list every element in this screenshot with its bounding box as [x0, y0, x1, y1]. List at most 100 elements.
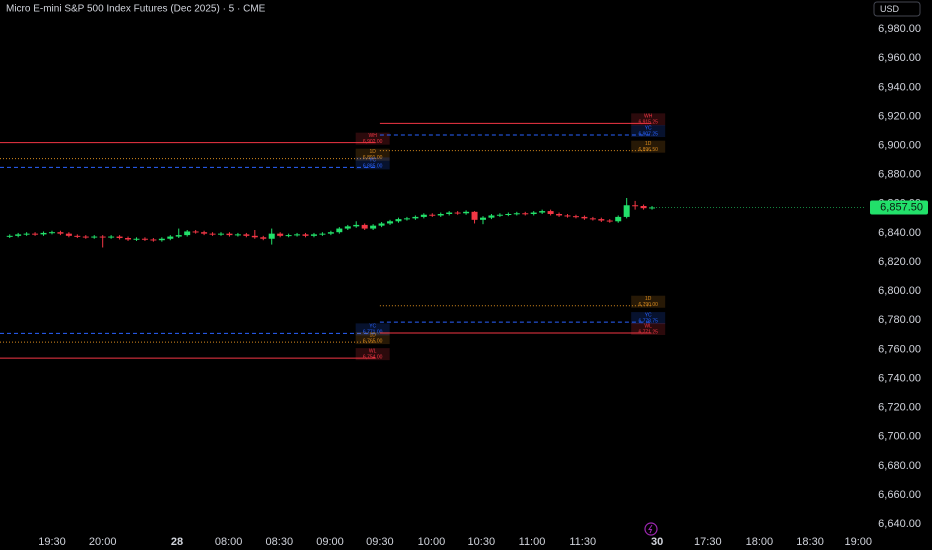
- replay-icon[interactable]: [644, 522, 658, 536]
- level-name: 1D: [369, 149, 376, 155]
- level-label-box: [631, 125, 666, 138]
- y-tick-label: 6,720.00: [878, 402, 921, 414]
- x-tick-label: 09:30: [366, 536, 394, 548]
- candle: [606, 219, 613, 223]
- currency-label[interactable]: USD: [880, 4, 900, 14]
- candle: [82, 235, 89, 239]
- level-label-box: [355, 348, 390, 361]
- candle: [285, 233, 292, 238]
- candle: [598, 217, 605, 223]
- y-tick-label: 6,680.00: [878, 460, 921, 472]
- candle-body: [454, 212, 461, 214]
- y-tick-label: 6,800.00: [878, 285, 921, 297]
- candle-body: [378, 223, 385, 226]
- candle-body: [319, 233, 326, 235]
- candle-body: [40, 232, 47, 235]
- candle-body: [496, 214, 503, 216]
- candle: [175, 228, 182, 239]
- x-tick-label: 17:30: [694, 536, 722, 548]
- candle: [589, 216, 596, 221]
- y-tick-label: 6,700.00: [878, 431, 921, 443]
- candle: [513, 211, 520, 216]
- candle-body: [57, 232, 64, 234]
- candle-body: [564, 215, 571, 217]
- y-tick-label: 6,640.00: [878, 518, 921, 530]
- level-label-box: [355, 157, 390, 170]
- candle-body: [209, 233, 216, 235]
- level-label-box: [631, 312, 666, 325]
- level-name: WH: [644, 114, 653, 120]
- candle-body: [589, 218, 596, 220]
- candle: [57, 230, 64, 236]
- y-tick-label: 6,760.00: [878, 343, 921, 355]
- y-tick-label: 6,820.00: [878, 256, 921, 268]
- level-name: YC: [369, 324, 376, 330]
- y-tick-label: 6,940.00: [878, 81, 921, 93]
- candle: [327, 230, 334, 236]
- candle: [336, 227, 343, 234]
- candle: [361, 223, 368, 231]
- candle: [226, 232, 233, 237]
- x-tick-label: 28: [171, 536, 183, 548]
- x-tick-label: 08:00: [215, 536, 243, 548]
- currency-button-frame[interactable]: [873, 1, 921, 17]
- candle: [615, 215, 622, 223]
- replay-icon-bolt[interactable]: [648, 524, 653, 534]
- candle: [201, 230, 208, 236]
- x-tick-label: 10:30: [468, 536, 496, 548]
- candle: [319, 232, 326, 236]
- candle: [353, 221, 360, 228]
- candle-body: [640, 205, 647, 209]
- x-tick-label: 19:00: [844, 536, 872, 548]
- level-value: 6,771.25: [638, 329, 658, 335]
- candle: [429, 213, 436, 217]
- candle-body: [184, 231, 191, 236]
- y-tick-label: 6,780.00: [878, 314, 921, 326]
- y-tick-label: 6,900.00: [878, 139, 921, 151]
- level-value: 6,778.75: [638, 318, 658, 324]
- level-value: 6,765.00: [363, 338, 383, 344]
- candle-body: [167, 236, 174, 239]
- candle-body: [437, 214, 444, 216]
- x-tick-label: 30: [651, 536, 663, 548]
- x-tick-label: 11:30: [569, 536, 596, 548]
- candle-body: [412, 216, 419, 219]
- level-value: 6,907.25: [638, 131, 658, 137]
- candle-body: [201, 232, 208, 234]
- candle: [632, 200, 639, 210]
- candle: [277, 232, 284, 238]
- level-name: 1D: [369, 332, 376, 338]
- candle-body: [141, 238, 148, 240]
- x-tick-label: 11:00: [519, 536, 546, 548]
- candle: [133, 237, 140, 241]
- level-name: YC: [369, 158, 376, 164]
- replay-icon-circle[interactable]: [644, 522, 658, 536]
- candle: [91, 235, 98, 239]
- candle: [167, 235, 174, 241]
- candle-body: [82, 236, 89, 238]
- candle: [218, 232, 225, 236]
- candle-body: [471, 211, 478, 220]
- candle-body: [243, 234, 250, 236]
- level-value: 6,790.00: [638, 302, 658, 308]
- candle: [623, 197, 630, 219]
- candle-body: [150, 239, 157, 241]
- candle-body: [192, 231, 199, 233]
- candle-body: [429, 214, 436, 216]
- level-label-box: [631, 295, 666, 308]
- y-tick-label: 6,840.00: [878, 227, 921, 239]
- candle-body: [344, 226, 351, 229]
- candle: [268, 228, 275, 245]
- y-tick-label: 6,660.00: [878, 489, 921, 501]
- candle-body: [361, 224, 368, 229]
- candle: [496, 213, 503, 217]
- currency-button[interactable]: USD: [873, 1, 921, 17]
- candle: [243, 232, 250, 238]
- candle-body: [302, 234, 309, 236]
- candle-body: [513, 213, 520, 215]
- level-name: 1D: [645, 141, 652, 147]
- candle-body: [539, 211, 546, 213]
- candle-body: [403, 218, 410, 220]
